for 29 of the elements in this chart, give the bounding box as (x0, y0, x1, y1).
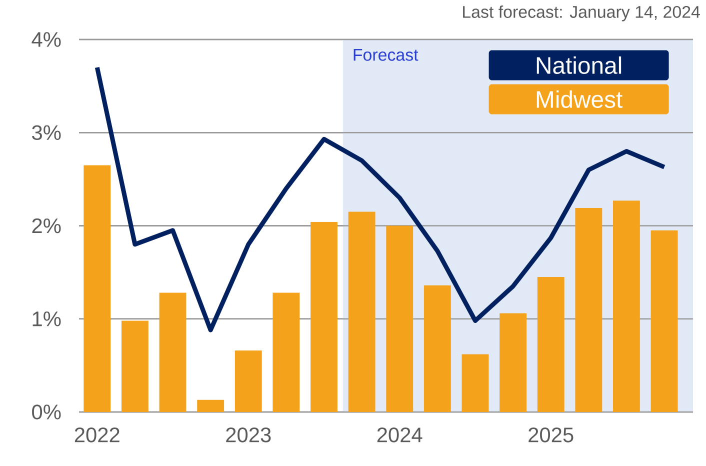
x-tick-label: 2023 (226, 428, 271, 442)
bar (84, 165, 111, 412)
bar (500, 313, 526, 412)
text: Last forecast: January 14, 2024 (463, 6, 700, 22)
bar (197, 400, 224, 412)
bar (234, 350, 262, 412)
band-label: Forecast (354, 49, 418, 61)
x-tick-label: 2022 (74, 428, 120, 442)
text: Midwest (536, 90, 622, 108)
bar (159, 292, 186, 412)
bar (650, 230, 678, 412)
y-tick-label: 1% (32, 312, 61, 326)
bar (121, 320, 148, 412)
y-tick-label: 2% (32, 218, 61, 234)
y-tick-label: 3% (32, 125, 61, 140)
bar (424, 285, 451, 412)
bar (537, 276, 564, 412)
bar (386, 226, 414, 412)
y-tick-label: 4% (32, 32, 61, 47)
y-tick-label: 0% (32, 404, 61, 420)
bar (613, 200, 640, 412)
bar (310, 222, 338, 412)
text: National (536, 56, 622, 74)
x-tick-label: 2025 (528, 428, 574, 442)
bar (575, 208, 602, 412)
bar (462, 354, 489, 412)
bar (348, 212, 376, 412)
bar (272, 292, 300, 412)
x-tick-label: 2024 (377, 428, 422, 442)
